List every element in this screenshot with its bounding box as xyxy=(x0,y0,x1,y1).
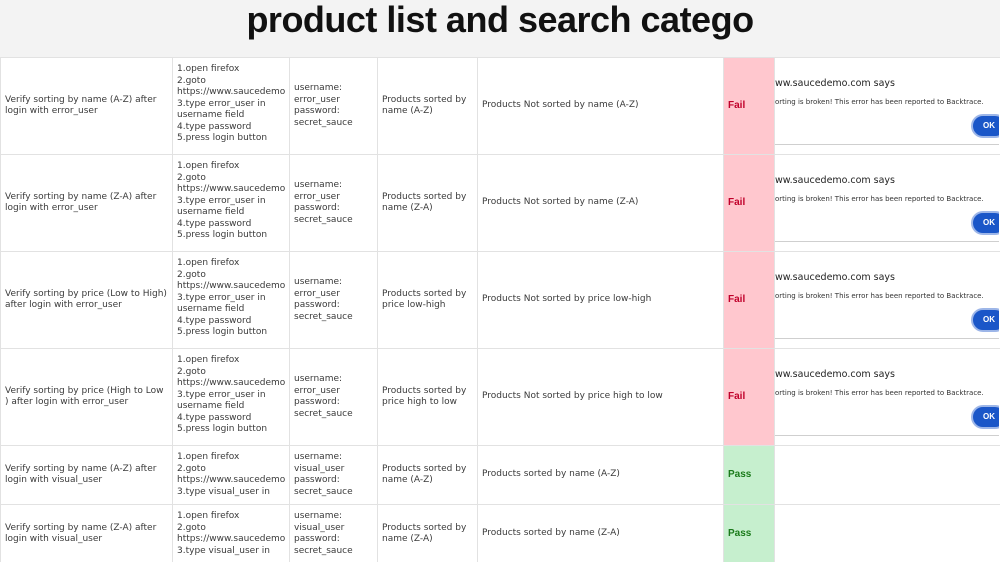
table-row: Verify sorting by price (High to Low ) a… xyxy=(0,348,1000,446)
test-data-cell: username: visual_user password: secret_s… xyxy=(289,445,378,505)
test-scenario-cell: Verify sorting by price (High to Low ) a… xyxy=(0,348,173,446)
status-cell: Fail xyxy=(723,348,775,446)
actual-result-cell: Products Not sorted by price low-high xyxy=(477,251,724,349)
dialog-edge xyxy=(775,241,999,242)
test-data-cell: username: error_user password: secret_sa… xyxy=(289,154,378,252)
table-row: Verify sorting by name (A-Z) after login… xyxy=(0,57,1000,155)
status-cell: Fail xyxy=(723,251,775,349)
dialog-ok-button: OK xyxy=(971,114,999,138)
dialog-edge xyxy=(775,144,999,145)
alert-dialog-screenshot: ww.saucedemo.com says orting is broken! … xyxy=(775,59,999,154)
actual-result-cell: Products sorted by name (A-Z) xyxy=(477,445,724,505)
status-cell: Fail xyxy=(723,154,775,252)
test-steps-cell: 1.open firefox 2.goto https://www.sauced… xyxy=(172,251,290,349)
screenshot-cell: ww.saucedemo.com says orting is broken! … xyxy=(774,57,1000,155)
dialog-ok-button: OK xyxy=(971,211,999,235)
screenshot-cell xyxy=(774,445,1000,505)
screenshot-cell xyxy=(774,504,1000,562)
expected-result-cell: Products sorted by name (A-Z) xyxy=(377,57,478,155)
test-data-cell: username: error_user password: secret_sa… xyxy=(289,57,378,155)
status-cell: Pass xyxy=(723,445,775,505)
actual-result-cell: Products sorted by name (Z-A) xyxy=(477,504,724,562)
alert-dialog-screenshot: ww.saucedemo.com says orting is broken! … xyxy=(775,156,999,251)
expected-result-cell: Products sorted by name (Z-A) xyxy=(377,154,478,252)
test-steps-cell: 1.open firefox 2.goto https://www.sauced… xyxy=(172,504,290,562)
test-case-table: Verify sorting by name (A-Z) after login… xyxy=(0,57,1000,562)
alert-dialog-screenshot: ww.saucedemo.com says orting is broken! … xyxy=(775,253,999,348)
actual-result-cell: Products Not sorted by name (Z-A) xyxy=(477,154,724,252)
table-row: Verify sorting by name (A-Z) after login… xyxy=(0,445,1000,505)
expected-result-cell: Products sorted by name (Z-A) xyxy=(377,504,478,562)
dialog-message: orting is broken! This error has been re… xyxy=(775,292,984,300)
dialog-edge xyxy=(775,338,999,339)
screenshot-cell: ww.saucedemo.com says orting is broken! … xyxy=(774,251,1000,349)
test-scenario-cell: Verify sorting by name (Z-A) after login… xyxy=(0,154,173,252)
test-data-cell: username: visual_user password: secret_s… xyxy=(289,504,378,562)
table-row: Verify sorting by name (Z-A) after login… xyxy=(0,154,1000,252)
expected-result-cell: Products sorted by name (A-Z) xyxy=(377,445,478,505)
table-row: Verify sorting by name (Z-A) after login… xyxy=(0,504,1000,562)
expected-result-cell: Products sorted by price high to low xyxy=(377,348,478,446)
status-cell: Fail xyxy=(723,57,775,155)
dialog-message: orting is broken! This error has been re… xyxy=(775,98,984,106)
screenshot-cell: ww.saucedemo.com says orting is broken! … xyxy=(774,348,1000,446)
dialog-site-text: ww.saucedemo.com says xyxy=(775,78,896,89)
test-data-cell: username: error_user password: secret_sa… xyxy=(289,251,378,349)
test-scenario-cell: Verify sorting by name (A-Z) after login… xyxy=(0,57,173,155)
test-scenario-cell: Verify sorting by name (A-Z) after login… xyxy=(0,445,173,505)
dialog-edge xyxy=(775,435,999,436)
page-title: product list and search catego xyxy=(246,0,754,40)
alert-dialog-screenshot: ww.saucedemo.com says orting is broken! … xyxy=(775,350,999,445)
dialog-ok-button: OK xyxy=(971,405,999,429)
test-case-sheet: Verify sorting by name (A-Z) after login… xyxy=(0,57,1000,562)
test-data-cell: username: error_user password: secret_sa… xyxy=(289,348,378,446)
expected-result-cell: Products sorted by price low-high xyxy=(377,251,478,349)
status-cell: Pass xyxy=(723,504,775,562)
dialog-message: orting is broken! This error has been re… xyxy=(775,389,984,397)
test-steps-cell: 1.open firefox 2.goto https://www.sauced… xyxy=(172,348,290,446)
test-scenario-cell: Verify sorting by price (Low to High) af… xyxy=(0,251,173,349)
test-steps-cell: 1.open firefox 2.goto https://www.sauced… xyxy=(172,154,290,252)
actual-result-cell: Products Not sorted by name (A-Z) xyxy=(477,57,724,155)
dialog-site-text: ww.saucedemo.com says xyxy=(775,272,896,283)
screenshot-cell: ww.saucedemo.com says orting is broken! … xyxy=(774,154,1000,252)
actual-result-cell: Products Not sorted by price high to low xyxy=(477,348,724,446)
dialog-site-text: ww.saucedemo.com says xyxy=(775,369,896,380)
dialog-site-text: ww.saucedemo.com says xyxy=(775,175,896,186)
test-steps-cell: 1.open firefox 2.goto https://www.sauced… xyxy=(172,57,290,155)
test-steps-cell: 1.open firefox 2.goto https://www.sauced… xyxy=(172,445,290,505)
dialog-message: orting is broken! This error has been re… xyxy=(775,195,984,203)
dialog-ok-button: OK xyxy=(971,308,999,332)
table-row: Verify sorting by price (Low to High) af… xyxy=(0,251,1000,349)
title-bar: product list and search catego xyxy=(0,0,1000,57)
test-scenario-cell: Verify sorting by name (Z-A) after login… xyxy=(0,504,173,562)
